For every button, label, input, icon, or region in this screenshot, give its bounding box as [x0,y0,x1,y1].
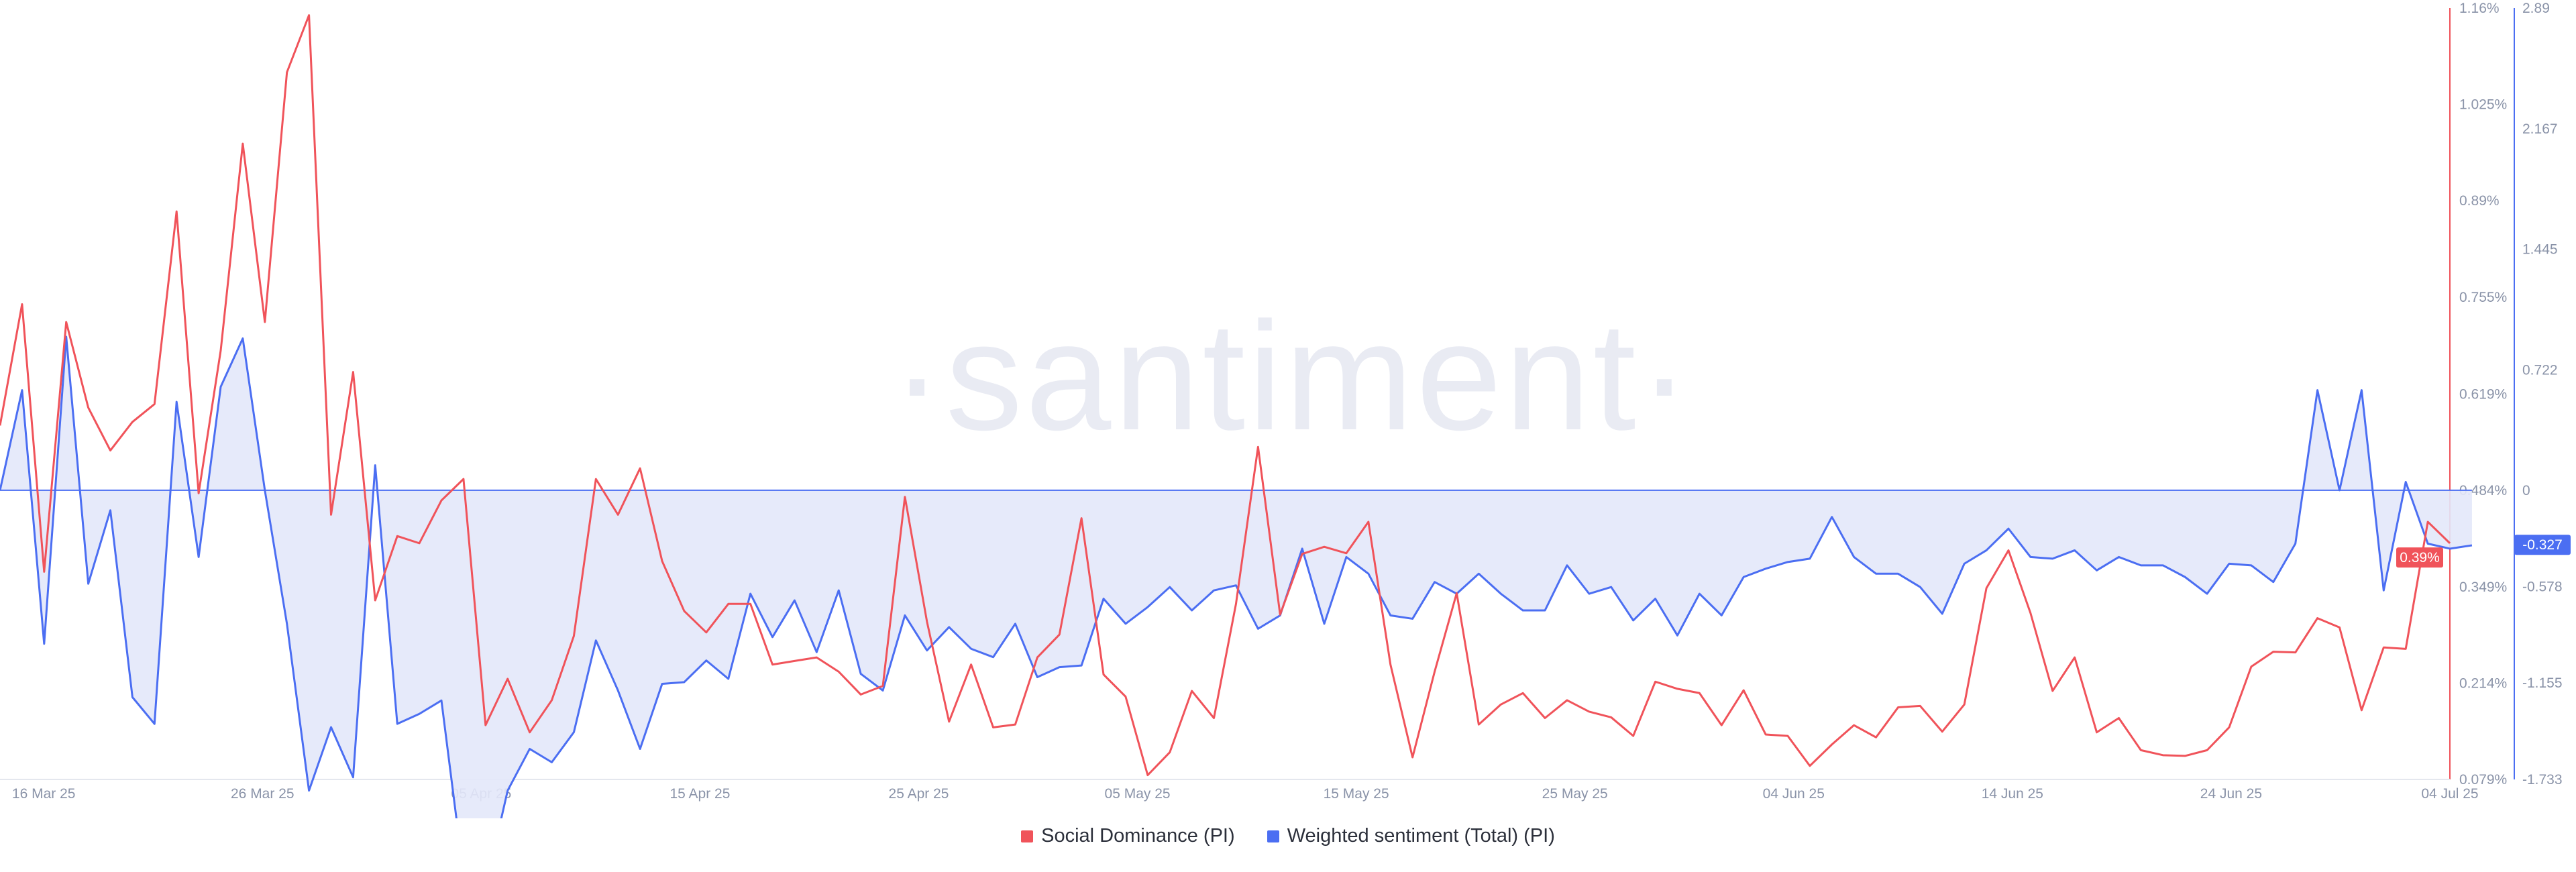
santiment-watermark: ·santiment· [892,290,1693,462]
left-y-tick-label: 1.025% [2459,97,2507,113]
x-tick-label: 25 Apr 25 [889,786,949,802]
right-y-tick-label: -1.733 [2522,772,2563,787]
left-y-tick-label: 1.16% [2459,1,2500,16]
legend-label-social-dominance: Social Dominance (PI) [1041,825,1235,847]
series-line-weighted-sentiment [0,335,2473,818]
left-y-tick-label: 0.214% [2459,675,2507,691]
left-y-tick-label: 0.349% [2459,580,2507,595]
right-y-tick-label: 2.89 [2522,1,2550,16]
right-y-tick-label: -0.578 [2522,580,2563,595]
x-tick-label: 04 Jul 25 [2421,786,2478,802]
legend-item-social-dominance[interactable]: Social Dominance (PI) [1021,825,1235,847]
right-y-tick-label: 2.167 [2522,121,2558,137]
chart-legend: Social Dominance (PI) Weighted sentiment… [0,825,2576,848]
weighted-sentiment-last-value-badge-bg [2514,535,2571,555]
left-y-tick-label: 0.755% [2459,290,2507,305]
series-line-social-dominance [0,14,2451,777]
social-dominance-last-value-badge: 0.39% [2400,550,2440,565]
right-y-tick-label: 0 [2522,483,2530,498]
sentiment-area-fill [0,337,2472,818]
legend-swatch-weighted-sentiment [1267,830,1279,842]
legend-swatch-social-dominance [1021,830,1034,842]
right-y-tick-label: 1.445 [2522,241,2558,257]
x-tick-label: 04 Jun 25 [1763,786,1825,802]
right-y-tick-label: 0.722 [2522,362,2558,378]
x-tick-label: 16 Mar 25 [12,786,76,802]
legend-label-weighted-sentiment: Weighted sentiment (Total) (PI) [1287,825,1555,847]
x-tick-label: 15 May 25 [1324,786,1389,802]
right-y-tick-label: -1.155 [2522,675,2563,691]
legend-item-weighted-sentiment[interactable]: Weighted sentiment (Total) (PI) [1267,825,1555,847]
x-tick-label: 24 Jun 25 [2200,786,2262,802]
chart-canvas: ·santiment· 1.16% 1.025% 0.89% 0.755% 0.619% 0… [0,1,2571,818]
x-tick-label: 15 Apr 25 [669,786,730,802]
left-y-tick-label: 0.079% [2459,772,2507,787]
x-tick-label: 25 May 25 [1542,786,1608,802]
social-dominance-last-value-badge-bg [2396,547,2443,568]
x-tick-label: 26 Mar 25 [231,786,294,802]
x-tick-label: 14 Jun 25 [1982,786,2043,802]
x-tick-label: 05 May 25 [1105,786,1171,802]
left-y-tick-label: 0.619% [2459,387,2507,402]
weighted-sentiment-last-value-badge: -0.327 [2522,537,2563,553]
left-y-tick-label: 0.89% [2459,193,2500,209]
